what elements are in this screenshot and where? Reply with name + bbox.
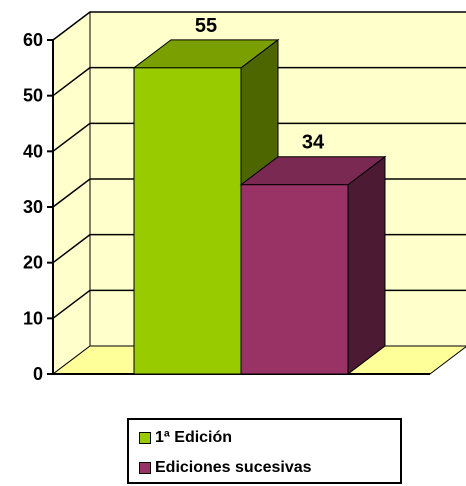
- bar-front: [133, 67, 242, 375]
- legend-label: 1ª Edición: [155, 429, 233, 446]
- y-tick-label: 40: [23, 141, 43, 161]
- gridline: [52, 122, 466, 152]
- legend-swatch: [139, 432, 151, 444]
- y-tick-label: 20: [23, 253, 43, 273]
- bar-2: [239, 155, 387, 376]
- data-labels: 55 34: [195, 15, 325, 154]
- gridline: [52, 66, 466, 97]
- y-tick-label: 10: [23, 308, 43, 328]
- legend-label: Ediciones sucesivas: [155, 459, 312, 476]
- data-label: 34: [302, 132, 325, 154]
- legend-item-ediciones-sucesivas: Ediciones sucesivas: [139, 458, 312, 478]
- bar-front: [240, 184, 349, 375]
- legend: 1ª Edición Ediciones sucesivas: [127, 418, 402, 484]
- bars: [132, 38, 387, 376]
- gridline: [52, 11, 466, 41]
- bar-side: [347, 155, 386, 376]
- legend-swatch: [139, 462, 151, 474]
- legend-item-1a-edicion: 1ª Edición: [139, 428, 232, 448]
- y-tick-label: 60: [23, 30, 43, 50]
- y-tick-label: 0: [33, 364, 43, 384]
- bar-1: [132, 38, 280, 376]
- data-label: 55: [195, 15, 217, 37]
- y-tick-label: 30: [23, 197, 43, 217]
- y-tick-label: 50: [23, 86, 43, 106]
